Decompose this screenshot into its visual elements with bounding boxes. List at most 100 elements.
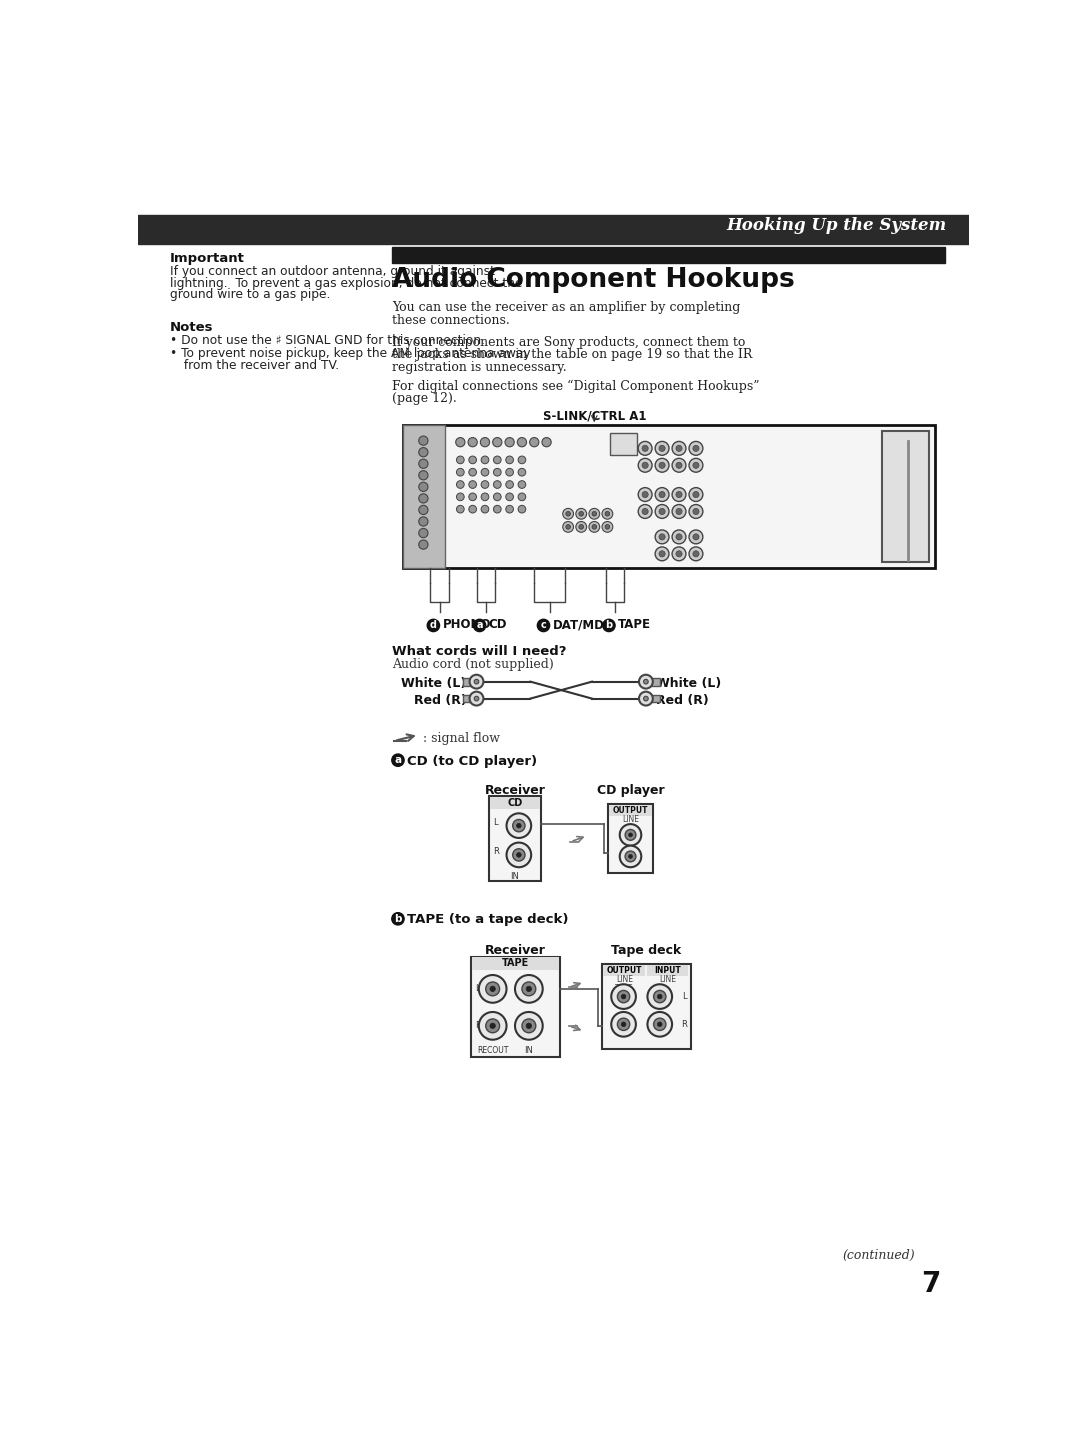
- Circle shape: [672, 488, 686, 501]
- Text: a: a: [394, 755, 402, 766]
- Circle shape: [566, 525, 570, 530]
- Circle shape: [618, 1019, 630, 1030]
- Text: TAPE: TAPE: [618, 619, 651, 632]
- Text: lightning.  To prevent a gas explosion, do not connect the: lightning. To prevent a gas explosion, d…: [170, 276, 523, 289]
- Circle shape: [639, 675, 652, 689]
- Circle shape: [639, 692, 652, 705]
- Bar: [392, 248, 945, 263]
- Circle shape: [419, 540, 428, 550]
- Text: the jacks as shown in the table on page 19 so that the IR: the jacks as shown in the table on page …: [392, 348, 752, 361]
- Circle shape: [419, 505, 428, 515]
- Circle shape: [676, 445, 683, 452]
- Circle shape: [538, 619, 550, 632]
- Circle shape: [518, 481, 526, 488]
- Circle shape: [419, 482, 428, 492]
- Circle shape: [481, 456, 489, 463]
- Bar: [489, 796, 541, 881]
- Text: a: a: [476, 620, 483, 630]
- Bar: [489, 797, 540, 810]
- Circle shape: [494, 468, 501, 476]
- Circle shape: [658, 994, 662, 999]
- Circle shape: [589, 508, 599, 519]
- Circle shape: [689, 459, 703, 472]
- Circle shape: [419, 494, 428, 504]
- Text: CD: CD: [508, 799, 523, 809]
- Circle shape: [642, 508, 648, 515]
- Circle shape: [672, 547, 686, 561]
- Circle shape: [419, 517, 428, 527]
- Circle shape: [656, 505, 669, 518]
- Circle shape: [676, 508, 683, 515]
- Circle shape: [592, 511, 596, 517]
- Circle shape: [672, 459, 686, 472]
- Circle shape: [659, 508, 665, 515]
- Circle shape: [518, 468, 526, 476]
- Circle shape: [566, 511, 570, 517]
- Circle shape: [672, 442, 686, 455]
- Circle shape: [659, 534, 665, 540]
- Circle shape: [419, 528, 428, 538]
- Text: ground wire to a gas pipe.: ground wire to a gas pipe.: [170, 288, 330, 301]
- Text: Important: Important: [170, 252, 245, 265]
- Bar: [602, 964, 690, 1049]
- Text: d: d: [430, 620, 437, 630]
- Text: S-LINK/CTRL A1: S-LINK/CTRL A1: [542, 410, 646, 423]
- Bar: [603, 966, 645, 976]
- Circle shape: [620, 825, 642, 846]
- Circle shape: [518, 494, 526, 501]
- Circle shape: [515, 976, 543, 1003]
- Text: c: c: [541, 620, 546, 630]
- Text: OUTPUT: OUTPUT: [612, 806, 648, 814]
- Text: registration is unnecessary.: registration is unnecessary.: [392, 361, 566, 374]
- Circle shape: [494, 481, 501, 488]
- Bar: [471, 957, 559, 1056]
- Circle shape: [505, 468, 513, 476]
- Circle shape: [659, 492, 665, 498]
- Circle shape: [647, 1012, 672, 1036]
- Text: RECOUT: RECOUT: [477, 1046, 509, 1055]
- Circle shape: [516, 852, 522, 858]
- Circle shape: [618, 990, 630, 1003]
- Bar: [609, 804, 652, 816]
- Circle shape: [505, 494, 513, 501]
- Text: R: R: [475, 1020, 481, 1029]
- Circle shape: [659, 551, 665, 557]
- Circle shape: [470, 675, 484, 689]
- Bar: [647, 966, 688, 976]
- Text: • Do not use the ♯ SIGNAL GND for this connection.: • Do not use the ♯ SIGNAL GND for this c…: [170, 334, 485, 347]
- Text: White (L): White (L): [656, 676, 721, 691]
- Circle shape: [625, 850, 636, 862]
- Text: Hooking Up the System: Hooking Up the System: [726, 217, 946, 235]
- Text: If your components are Sony products, connect them to: If your components are Sony products, co…: [392, 335, 745, 348]
- Text: DAT/MD: DAT/MD: [553, 619, 605, 632]
- Circle shape: [603, 619, 616, 632]
- Circle shape: [481, 505, 489, 514]
- Circle shape: [621, 994, 626, 999]
- Circle shape: [621, 1022, 626, 1026]
- Circle shape: [490, 1023, 496, 1029]
- Circle shape: [457, 481, 464, 488]
- Text: b: b: [606, 620, 612, 630]
- Circle shape: [457, 505, 464, 514]
- Text: TAPE: TAPE: [501, 958, 528, 968]
- Circle shape: [689, 530, 703, 544]
- Circle shape: [602, 521, 612, 532]
- Text: White (L): White (L): [402, 676, 467, 691]
- Circle shape: [693, 551, 699, 557]
- Circle shape: [505, 456, 513, 463]
- Circle shape: [658, 1022, 662, 1026]
- Bar: [403, 426, 445, 568]
- Text: L: L: [494, 817, 498, 827]
- Circle shape: [693, 534, 699, 540]
- Circle shape: [419, 448, 428, 456]
- Bar: [137, 214, 970, 245]
- Text: Receiver: Receiver: [485, 944, 545, 957]
- Bar: [403, 426, 935, 568]
- Text: If you connect an outdoor antenna, ground it against: If you connect an outdoor antenna, groun…: [170, 265, 495, 278]
- Circle shape: [505, 505, 513, 514]
- Circle shape: [620, 846, 642, 868]
- Text: What cords will I need?: What cords will I need?: [392, 645, 566, 658]
- Circle shape: [689, 505, 703, 518]
- Text: CD player: CD player: [596, 784, 664, 797]
- Circle shape: [672, 530, 686, 544]
